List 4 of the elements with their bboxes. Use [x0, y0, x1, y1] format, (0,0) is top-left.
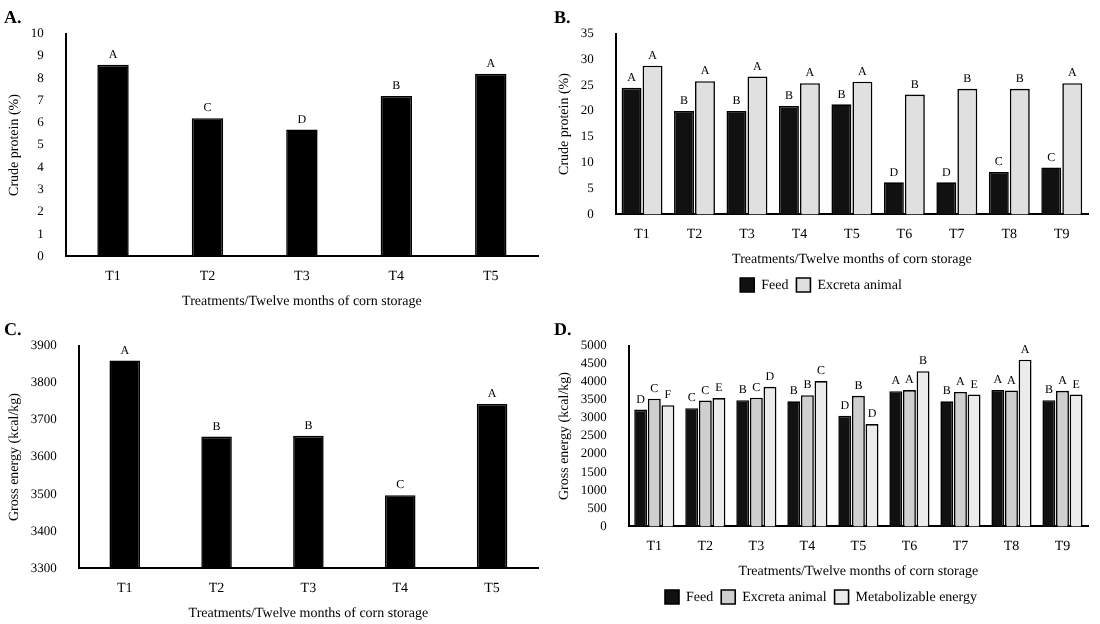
chart-title: A.	[4, 7, 22, 28]
chart-title: B.	[554, 7, 571, 28]
chart-title: C.	[4, 319, 22, 340]
chart-title: D.	[554, 319, 572, 340]
